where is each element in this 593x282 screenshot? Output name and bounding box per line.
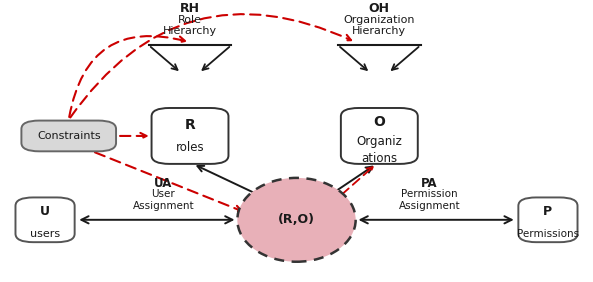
Text: O: O	[374, 115, 385, 129]
Text: OH: OH	[369, 2, 390, 15]
Text: ations: ations	[361, 152, 397, 165]
Text: U: U	[40, 205, 50, 218]
Text: P: P	[543, 205, 553, 218]
Text: UA: UA	[154, 177, 173, 190]
Text: RH: RH	[180, 2, 200, 15]
FancyBboxPatch shape	[15, 197, 75, 242]
Text: Organization
Hierarchy: Organization Hierarchy	[343, 15, 415, 36]
Text: Role
Hierarchy: Role Hierarchy	[163, 15, 217, 36]
FancyBboxPatch shape	[341, 108, 418, 164]
Text: R: R	[184, 118, 195, 132]
Text: PA: PA	[421, 177, 438, 190]
Text: Permissions: Permissions	[517, 229, 579, 239]
FancyBboxPatch shape	[152, 108, 228, 164]
FancyBboxPatch shape	[21, 121, 116, 151]
Text: Permission
Assignment: Permission Assignment	[399, 190, 460, 211]
Text: (R,O): (R,O)	[278, 213, 315, 226]
Text: users: users	[30, 229, 60, 239]
FancyBboxPatch shape	[518, 197, 578, 242]
Ellipse shape	[237, 178, 356, 262]
Text: Organiz: Organiz	[356, 135, 402, 148]
Text: roles: roles	[176, 141, 205, 154]
Text: User
Assignment: User Assignment	[133, 190, 194, 211]
Text: Constraints: Constraints	[37, 131, 101, 141]
